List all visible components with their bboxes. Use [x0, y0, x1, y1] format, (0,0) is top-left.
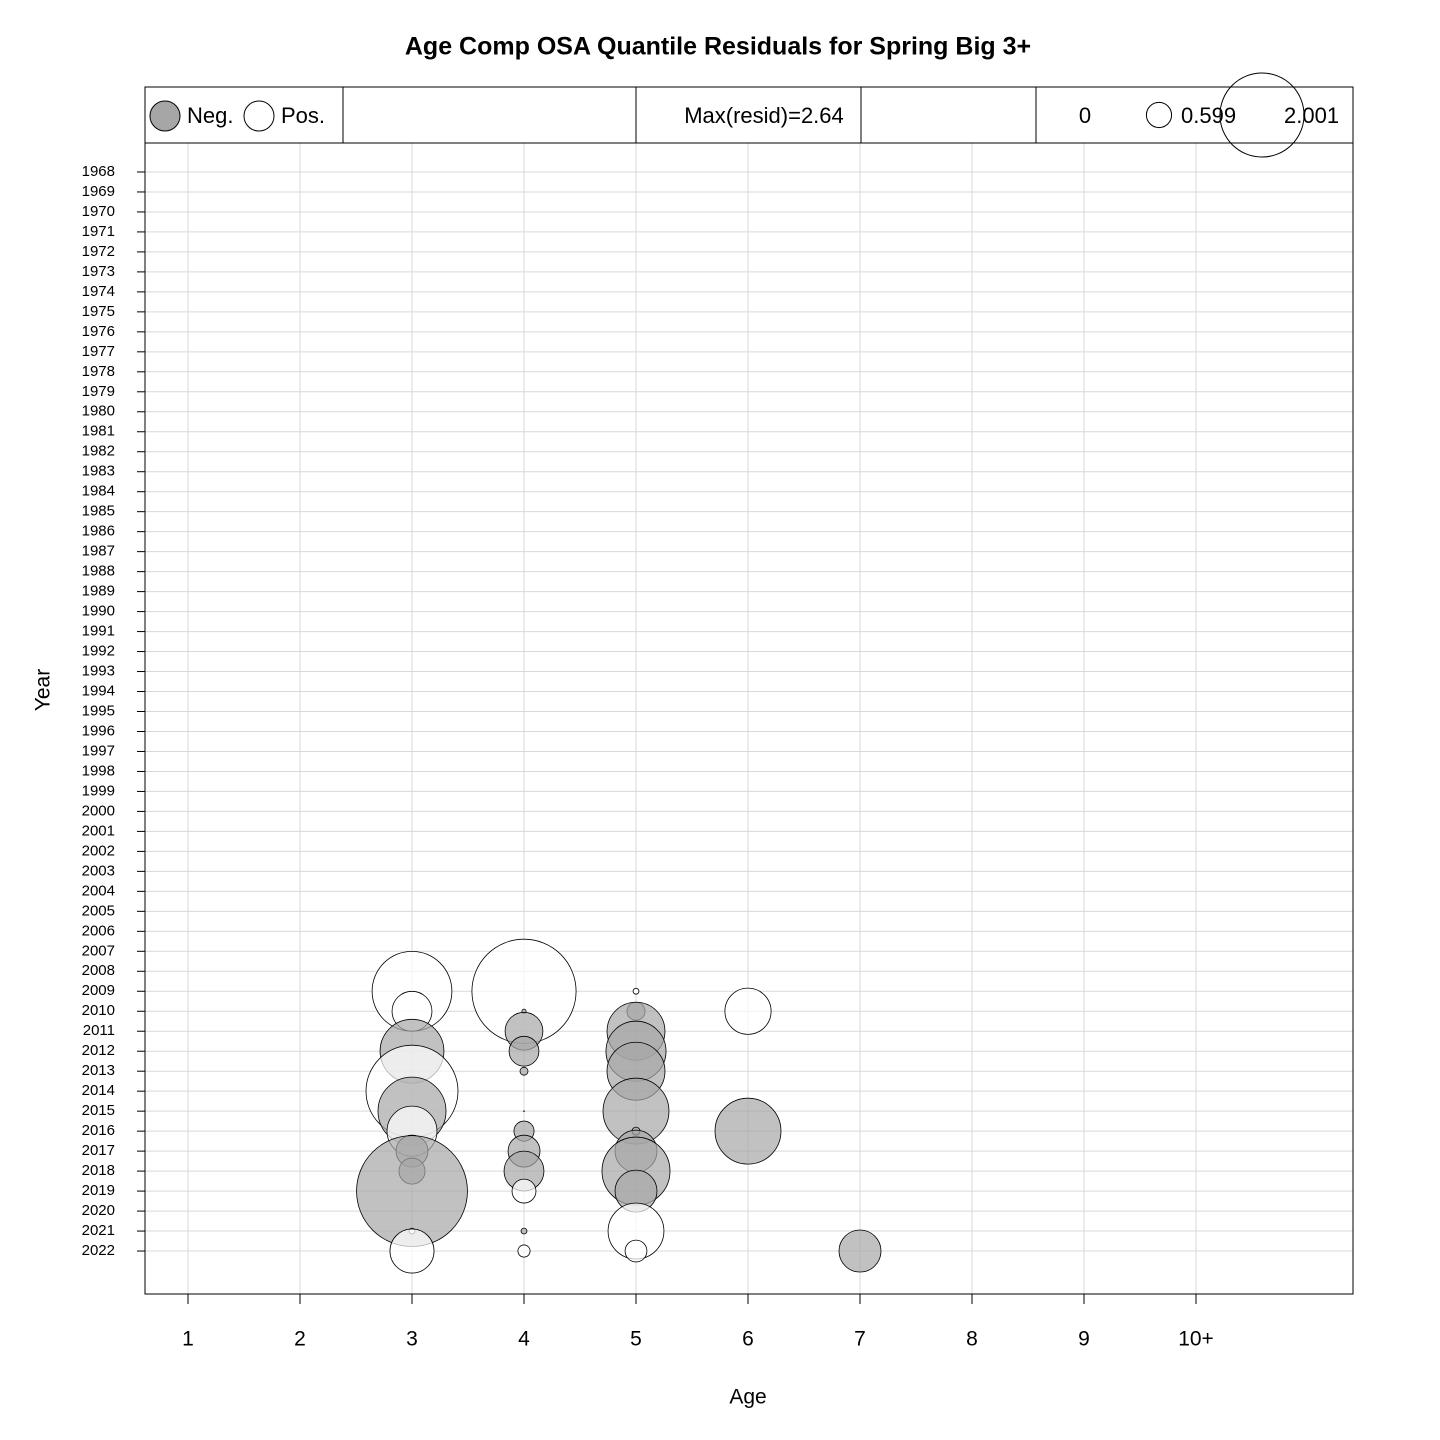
legend-neg: Neg.: [187, 103, 233, 128]
y-tick-label: 2022: [82, 1242, 115, 1259]
x-tick-label: 8: [966, 1328, 978, 1351]
bubble: [520, 1227, 528, 1235]
y-tick-label: 2014: [82, 1082, 115, 1099]
y-tick-label: 1972: [82, 243, 115, 260]
y-tick-label: 2007: [82, 942, 115, 959]
y-tick-label: 2008: [82, 962, 115, 979]
bubble: [511, 1178, 537, 1204]
y-tick-label: 2021: [82, 1222, 115, 1239]
x-tick-label: 4: [518, 1328, 530, 1351]
y-tick-label: 1968: [82, 163, 115, 180]
y-tick-label: 1989: [82, 583, 115, 600]
legend-box: [144, 86, 344, 144]
y-tick-label: 2001: [82, 822, 115, 839]
size-legend-circle: [1219, 72, 1305, 158]
bubble: [508, 1035, 540, 1067]
bubble: [724, 987, 772, 1035]
size-legend-box: [1035, 86, 1354, 144]
y-tick-label: 2015: [82, 1102, 115, 1119]
y-tick-label: 2010: [82, 1002, 115, 1019]
y-tick-label: 1986: [82, 523, 115, 540]
y-tick-label: 1979: [82, 383, 115, 400]
y-tick-label: 2006: [82, 922, 115, 939]
y-tick-label: 2017: [82, 1142, 115, 1159]
x-tick-label: 7: [854, 1328, 866, 1351]
bubble: [523, 1110, 525, 1112]
bubble: [838, 1229, 882, 1273]
bubble: [389, 1228, 435, 1274]
y-tick-label: 1983: [82, 463, 115, 480]
y-tick-label: 1997: [82, 742, 115, 759]
bubble: [714, 1097, 782, 1165]
y-tick-label: 1993: [82, 663, 115, 680]
size-legend-label: 0: [1079, 103, 1091, 128]
y-tick-label: 2003: [82, 862, 115, 879]
chart-title: Age Comp OSA Quantile Residuals for Spri…: [405, 33, 1031, 61]
max-box: [635, 86, 862, 144]
y-tick-label: 1970: [82, 203, 115, 220]
legend-pos: Pos.: [281, 103, 325, 128]
y-tick-label: 1984: [82, 483, 115, 500]
y-tick-label: 1976: [82, 323, 115, 340]
y-tick-label: 2020: [82, 1202, 115, 1219]
y-tick-label: 1998: [82, 762, 115, 779]
size-legend-label: 2.001: [1284, 103, 1339, 128]
y-tick-label: 1994: [82, 682, 115, 699]
x-tick-label: 10+: [1178, 1328, 1214, 1351]
bubble: [517, 1244, 531, 1258]
y-tick-label: 2012: [82, 1042, 115, 1059]
y-tick-label: 1985: [82, 503, 115, 520]
y-tick-label: 1981: [82, 423, 115, 440]
y-tick-label: 2009: [82, 982, 115, 999]
y-tick-label: 1971: [82, 223, 115, 240]
x-tick-label: 9: [1078, 1328, 1090, 1351]
y-tick-label: 1982: [82, 443, 115, 460]
legend-neg-swatch: [149, 100, 181, 132]
y-tick-label: 1991: [82, 623, 115, 640]
legend-pos-swatch: [243, 100, 275, 132]
y-tick-label: 1978: [82, 363, 115, 380]
y-tick-label: 1973: [82, 263, 115, 280]
x-tick-label: 5: [630, 1328, 642, 1351]
y-axis-label: Year: [32, 669, 55, 711]
y-tick-label: 1992: [82, 643, 115, 660]
y-tick-label: 1980: [82, 403, 115, 420]
y-tick-label: 2013: [82, 1062, 115, 1079]
y-tick-label: 2004: [82, 882, 115, 899]
x-tick-label: 3: [406, 1328, 418, 1351]
y-tick-label: 1996: [82, 722, 115, 739]
y-tick-label: 1995: [82, 702, 115, 719]
bubble: [632, 987, 640, 995]
y-tick-label: 1987: [82, 543, 115, 560]
x-tick-label: 6: [742, 1328, 754, 1351]
y-tick-label: 1975: [82, 303, 115, 320]
bubbles: [356, 938, 882, 1274]
max-label: Max(resid)=2.64: [684, 103, 844, 128]
y-tick-label: 1974: [82, 283, 115, 300]
y-tick-label: 1990: [82, 603, 115, 620]
grid: [145, 143, 1353, 1294]
y-tick-label: 2002: [82, 842, 115, 859]
y-tick-label: 2019: [82, 1182, 115, 1199]
x-tick-label: 2: [294, 1328, 306, 1351]
size-legend-circle: [1145, 101, 1173, 129]
y-tick-label: 2005: [82, 902, 115, 919]
x-axis-label: Age: [729, 1386, 766, 1409]
bubble: [519, 1066, 529, 1076]
size-legend-label: 0.599: [1181, 103, 1236, 128]
y-tick-label: 2011: [83, 1022, 115, 1039]
y-tick-label: 2000: [82, 802, 115, 819]
x-tick-label: 1: [182, 1328, 194, 1351]
y-tick-label: 2016: [82, 1122, 115, 1139]
y-tick-label: 1969: [82, 183, 115, 200]
y-tick-label: 1988: [82, 563, 115, 580]
y-tick-label: 1977: [82, 343, 115, 360]
y-tick-label: 2018: [82, 1162, 115, 1179]
bubble: [624, 1239, 648, 1263]
y-tick-label: 1999: [82, 782, 115, 799]
